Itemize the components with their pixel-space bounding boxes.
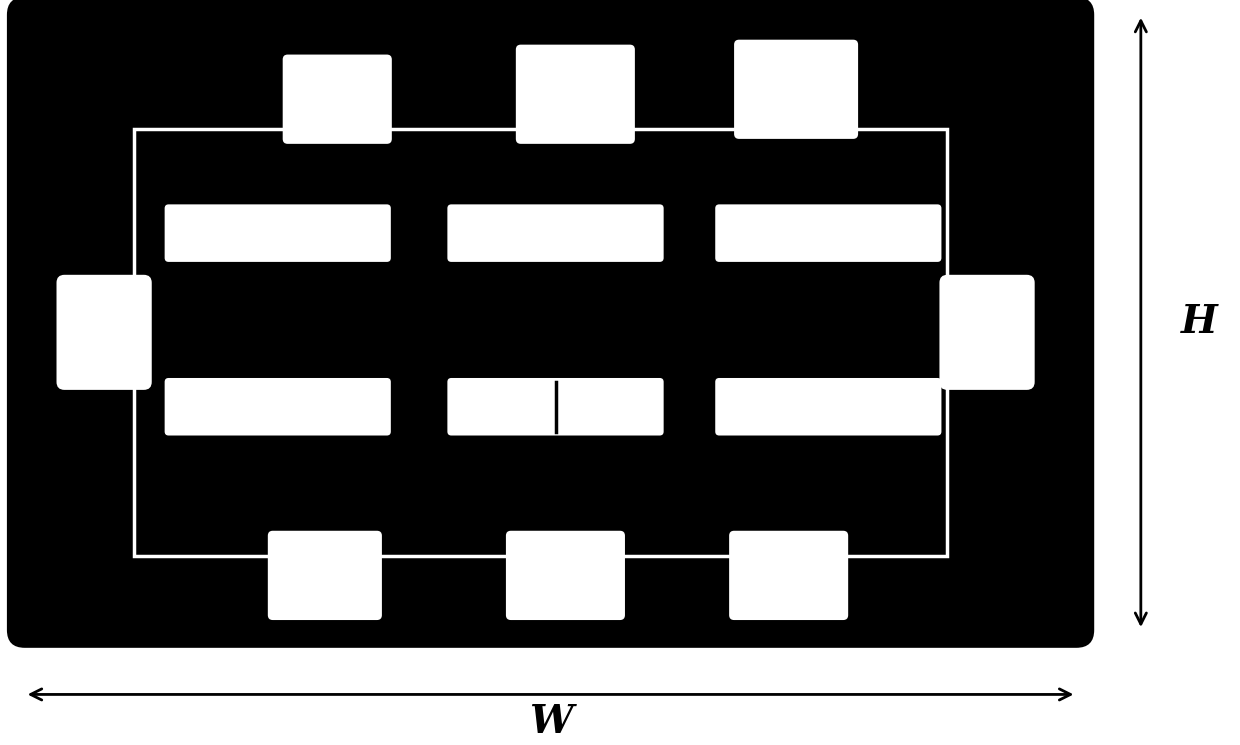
Text: H: H xyxy=(1180,303,1218,341)
FancyBboxPatch shape xyxy=(516,45,635,144)
FancyBboxPatch shape xyxy=(715,204,941,262)
Bar xyxy=(134,129,947,556)
Text: W: W xyxy=(528,703,573,741)
FancyBboxPatch shape xyxy=(268,530,382,620)
FancyBboxPatch shape xyxy=(734,39,858,139)
FancyBboxPatch shape xyxy=(165,204,391,262)
FancyBboxPatch shape xyxy=(448,204,663,262)
FancyBboxPatch shape xyxy=(165,378,391,436)
FancyBboxPatch shape xyxy=(506,530,625,620)
FancyBboxPatch shape xyxy=(7,0,1094,648)
FancyBboxPatch shape xyxy=(715,378,941,436)
FancyBboxPatch shape xyxy=(283,54,392,144)
FancyBboxPatch shape xyxy=(448,378,663,436)
FancyBboxPatch shape xyxy=(57,275,151,390)
FancyBboxPatch shape xyxy=(940,275,1034,390)
FancyBboxPatch shape xyxy=(729,530,848,620)
